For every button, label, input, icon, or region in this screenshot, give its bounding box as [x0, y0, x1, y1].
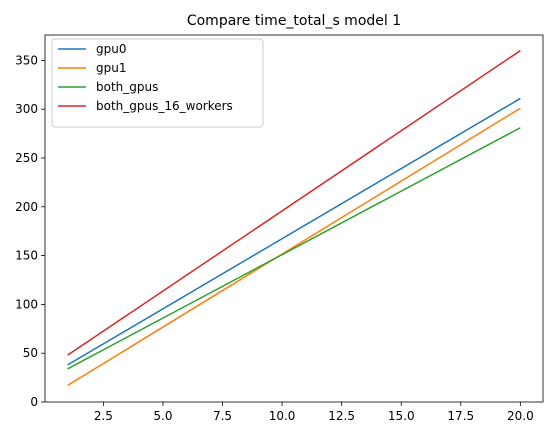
legend-box [51, 38, 264, 128]
series-line-both-gpus-16-workers [67, 49, 521, 356]
y-tick-label: 300 [15, 102, 38, 116]
x-tick-label: 20.0 [507, 409, 534, 423]
x-tick-label: 17.5 [447, 409, 474, 423]
legend-label: gpu0 [96, 42, 126, 56]
y-tick-label: 100 [15, 297, 38, 311]
x-tick-label: 10.0 [269, 409, 296, 423]
legend-label: gpu1 [96, 61, 126, 75]
y-tick-label: 150 [15, 249, 38, 263]
plot-frame [44, 34, 544, 403]
y-tick-label: 250 [15, 151, 38, 165]
series-line-gpu1 [67, 107, 521, 387]
x-tick-label: 12.5 [328, 409, 355, 423]
x-tick-label: 15.0 [388, 409, 415, 423]
legend-label: both_gpus_16_workers [96, 99, 233, 113]
x-tick-label: 5.0 [153, 409, 172, 423]
legend-label: both_gpus [96, 80, 158, 94]
y-axis: 0 50 100 150 200 250 300 350 [15, 53, 45, 409]
y-tick-label: 0 [30, 395, 38, 409]
y-tick-label: 50 [23, 346, 38, 360]
series-line-both-gpus [67, 127, 521, 370]
x-tick-label: 7.5 [213, 409, 232, 423]
series-line-gpu0 [67, 97, 521, 366]
y-tick-label: 200 [15, 200, 38, 214]
chart-title: Compare time_total_s model 1 [187, 13, 401, 29]
x-tick-label: 2.5 [94, 409, 113, 423]
legend: gpu0 gpu1 both_gpus both_gpus_16_workers [51, 38, 264, 128]
y-tick-label: 350 [15, 53, 38, 67]
x-axis: 2.5 5.0 7.5 10.0 12.5 15.0 17.5 20.0 [94, 402, 534, 423]
